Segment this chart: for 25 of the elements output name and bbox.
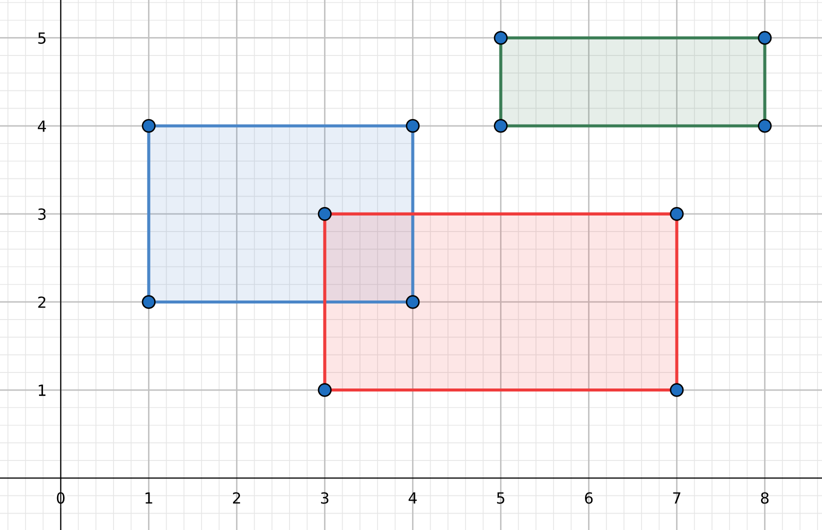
point bbox=[758, 30, 772, 45]
y-tick-label: 1 bbox=[38, 384, 46, 396]
x-tick-label: 4 bbox=[408, 492, 417, 504]
point bbox=[318, 207, 332, 221]
point bbox=[142, 118, 156, 133]
x-tick-label: 5 bbox=[497, 492, 504, 504]
point bbox=[494, 118, 508, 133]
x-tick-label: 1 bbox=[146, 492, 152, 504]
point bbox=[670, 207, 684, 221]
point bbox=[670, 383, 684, 397]
y-tick-label: 5 bbox=[38, 32, 46, 44]
point bbox=[318, 383, 332, 397]
x-tick-label: 7 bbox=[673, 492, 680, 504]
point bbox=[406, 295, 420, 309]
x-tick-label: 2 bbox=[233, 492, 240, 504]
x-tick-label: 3 bbox=[321, 492, 328, 504]
point bbox=[142, 295, 156, 309]
y-tick-label: 3 bbox=[38, 208, 46, 220]
x-tick-label: 8 bbox=[760, 492, 769, 504]
y-tick-label: 4 bbox=[38, 120, 46, 132]
point bbox=[494, 30, 508, 45]
point bbox=[406, 118, 420, 133]
point bbox=[758, 118, 772, 133]
y-tick-label: 2 bbox=[38, 296, 46, 308]
x-tick-label: 6 bbox=[584, 492, 593, 504]
